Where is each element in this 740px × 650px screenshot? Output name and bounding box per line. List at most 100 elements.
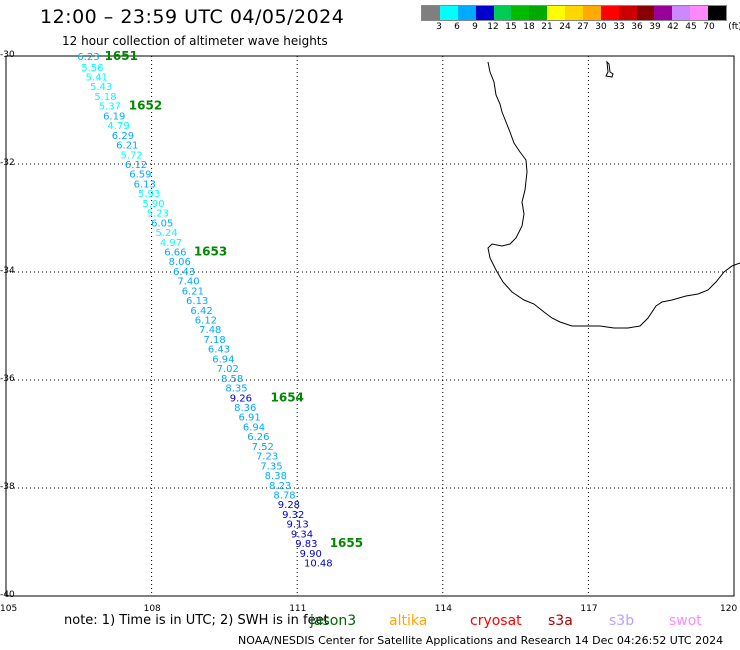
colorbar-label: 45 bbox=[685, 22, 697, 32]
colorbar-label: 42 bbox=[667, 22, 679, 32]
map-frame bbox=[5, 55, 735, 597]
lon-tick-label: 120 bbox=[720, 604, 738, 614]
swh-label: 6.13 bbox=[186, 296, 208, 307]
swh-label: 6.12 bbox=[125, 160, 147, 171]
colorbar-label: 12 bbox=[487, 22, 499, 32]
colorbar-swatch bbox=[708, 6, 726, 20]
sat-swot: swot bbox=[669, 613, 702, 629]
time-label: 1655 bbox=[330, 536, 363, 550]
colorbar-swatch bbox=[618, 6, 637, 20]
lon-tick-label: 105 bbox=[0, 604, 18, 614]
lon-tick-label: 114 bbox=[434, 604, 452, 614]
colorbar-swatch bbox=[600, 6, 619, 20]
swh-label: 8.36 bbox=[234, 403, 256, 414]
swh-label: 8.78 bbox=[273, 490, 295, 501]
swh-label: 5.18 bbox=[94, 92, 116, 103]
sat-cryosat: cryosat bbox=[470, 613, 522, 629]
graticule bbox=[6, 56, 734, 596]
swh-label: 6.19 bbox=[103, 111, 125, 122]
swh-label: 9.90 bbox=[300, 549, 322, 560]
colorbar-label: 39 bbox=[649, 22, 661, 32]
sat-jason3: jason3 bbox=[310, 613, 357, 629]
swh-label: 5.56 bbox=[81, 63, 103, 74]
swh-label: 6.91 bbox=[238, 413, 260, 424]
swh-label: 7.40 bbox=[177, 277, 199, 288]
observations-layer: 6.235.565.415.435.185.376.194.796.296.21… bbox=[77, 52, 332, 570]
lat-tick-label: -38 bbox=[0, 482, 15, 492]
swh-label: 6.59 bbox=[129, 170, 151, 181]
footer-credit: NOAA/NESDIS Center for Satellite Applica… bbox=[238, 634, 724, 647]
swh-label: 9.83 bbox=[295, 539, 317, 550]
lat-tick-label: -34 bbox=[0, 266, 15, 276]
swh-label: 6.43 bbox=[173, 267, 195, 278]
colorbar-label: 15 bbox=[505, 22, 517, 32]
swh-label: 8.06 bbox=[169, 257, 191, 268]
colorbar-label: 3 bbox=[436, 22, 442, 32]
swh-label: 7.35 bbox=[260, 461, 282, 472]
colorbar-swatch bbox=[582, 6, 601, 20]
swh-label: 5.43 bbox=[90, 82, 112, 93]
swh-label: 5.41 bbox=[86, 73, 108, 84]
swh-label: 6.42 bbox=[190, 306, 212, 317]
swh-label: 9.26 bbox=[230, 393, 252, 404]
swh-label: 4.79 bbox=[107, 121, 129, 132]
lat-tick-label: -36 bbox=[0, 374, 15, 384]
swh-label: 5.37 bbox=[99, 102, 121, 113]
colorbar-label: 27 bbox=[577, 22, 589, 32]
swh-label: 6.12 bbox=[195, 316, 217, 327]
wave-height-colorbar bbox=[421, 5, 727, 21]
swh-label: 8.23 bbox=[269, 481, 291, 492]
swh-label: 6.26 bbox=[247, 432, 269, 443]
swh-label: 6.21 bbox=[116, 141, 138, 152]
colorbar-label: 70 bbox=[703, 22, 715, 32]
lon-tick-label: 111 bbox=[289, 604, 307, 614]
swh-label: 4.97 bbox=[160, 238, 182, 249]
colorbar-swatch bbox=[690, 6, 708, 20]
swh-label: 6.05 bbox=[151, 218, 173, 229]
swh-label: 6.66 bbox=[164, 247, 186, 258]
swh-label: 5.23 bbox=[147, 209, 169, 220]
swh-label: 6.94 bbox=[212, 354, 234, 365]
sat-altika: altika bbox=[389, 613, 428, 629]
swh-label: 5.93 bbox=[138, 189, 160, 200]
swh-label: 6.29 bbox=[112, 131, 134, 142]
colorbar-label: 9 bbox=[472, 22, 478, 32]
colorbar-label: 6 bbox=[454, 22, 460, 32]
colorbar-swatch bbox=[511, 6, 530, 20]
colorbar-swatch bbox=[422, 6, 440, 20]
swh-label: 7.23 bbox=[256, 452, 278, 463]
lat-tick-label: -32 bbox=[0, 158, 15, 168]
colorbar-swatch bbox=[547, 6, 565, 20]
swh-label: 5.90 bbox=[142, 199, 164, 210]
swh-label: 9.13 bbox=[287, 520, 309, 531]
swh-label: 6.21 bbox=[182, 286, 204, 297]
colorbar-swatch bbox=[654, 6, 673, 20]
colorbar-swatch bbox=[457, 6, 476, 20]
colorbar-label: 33 bbox=[613, 22, 625, 32]
time-label: 1654 bbox=[271, 390, 304, 404]
colorbar-swatch bbox=[529, 6, 548, 20]
note-text: note: 1) Time is in UTC; 2) SWH is in fe… bbox=[64, 613, 329, 628]
swh-label: 8.38 bbox=[265, 471, 287, 482]
coastline-west-australia bbox=[487, 61, 740, 329]
swh-label: 5.72 bbox=[121, 150, 143, 161]
swh-label: 7.02 bbox=[217, 364, 239, 375]
swh-label: 7.48 bbox=[199, 325, 221, 336]
colorbar-swatch bbox=[439, 6, 458, 20]
swh-label: 10.48 bbox=[304, 559, 333, 570]
satellite-legend: jason3 altika cryosat s3a s3b swot bbox=[0, 613, 740, 631]
colorbar-label: 21 bbox=[541, 22, 553, 32]
time-label: 1651 bbox=[105, 49, 138, 63]
sat-s3a: s3a bbox=[548, 613, 573, 629]
time-labels-layer: 1651 1652 1653 1654 1655 bbox=[105, 49, 364, 550]
rottnest-island bbox=[605, 60, 614, 78]
lat-tick-label: -30 bbox=[0, 50, 15, 60]
colorbar-label: 36 bbox=[631, 22, 643, 32]
swh-label: 8.35 bbox=[225, 384, 247, 395]
swh-label: 9.28 bbox=[278, 500, 300, 511]
swh-label: 6.23 bbox=[77, 52, 99, 63]
colorbar-label: 24 bbox=[559, 22, 571, 32]
swh-label: 6.94 bbox=[243, 422, 265, 433]
